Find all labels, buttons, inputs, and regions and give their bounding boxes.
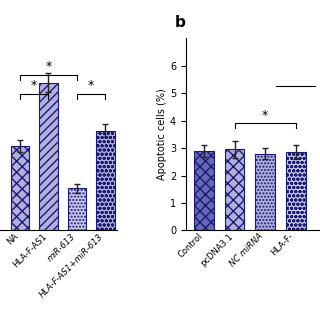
Text: *: *	[45, 60, 52, 73]
Bar	[286, 152, 306, 230]
Y-axis label: Apoptotic cells (%): Apoptotic cells (%)	[157, 89, 167, 180]
Bar	[11, 146, 29, 230]
Bar	[39, 83, 58, 230]
Bar	[68, 188, 86, 230]
Text: *: *	[262, 108, 268, 122]
Text: *: *	[88, 79, 94, 92]
Text: *: *	[31, 79, 37, 92]
Bar	[255, 154, 275, 230]
Bar	[96, 131, 115, 230]
Text: b: b	[175, 15, 186, 30]
Bar	[225, 149, 244, 230]
Bar	[194, 151, 214, 230]
